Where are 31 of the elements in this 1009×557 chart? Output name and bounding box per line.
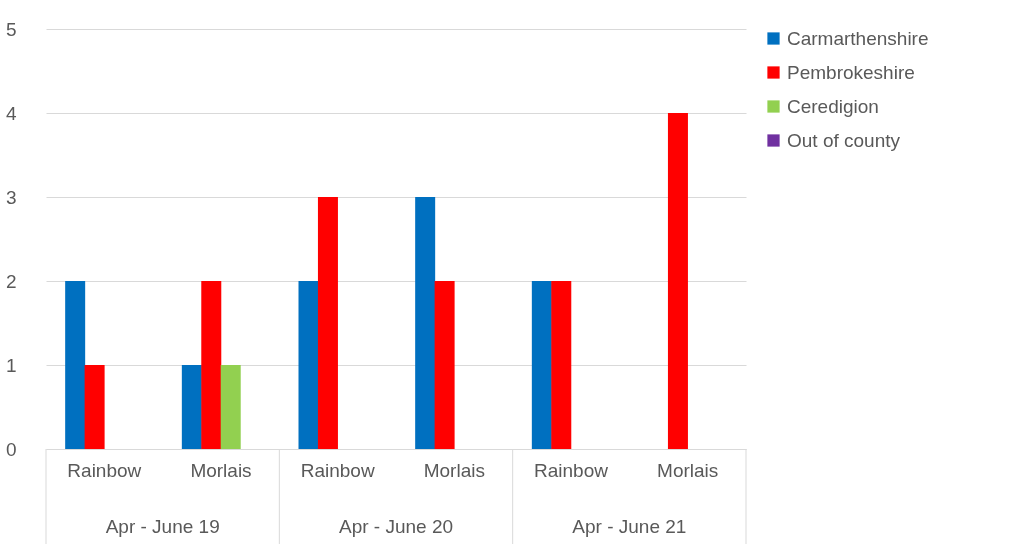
- bar: [667, 113, 688, 449]
- x-tick-label: Morlais: [190, 459, 252, 481]
- y-tick-label: 4: [5, 102, 17, 124]
- bar: [84, 365, 105, 449]
- bar: [65, 281, 86, 449]
- text: Apr - June 21: [572, 516, 687, 537]
- bar: [201, 281, 222, 449]
- text: Apr - June 19: [105, 516, 220, 537]
- legend-label: Out of county: [787, 129, 901, 151]
- x-tick-label: Morlais: [423, 459, 485, 481]
- y-tick-label: 0: [5, 438, 17, 460]
- y-tick-label: 1: [5, 354, 17, 376]
- x-tick-label: Rainbow: [534, 459, 609, 481]
- y-tick-label: 2: [5, 270, 17, 292]
- x-tick-label: Rainbow: [67, 459, 142, 481]
- legend-label: Carmarthenshire: [787, 27, 929, 49]
- bar: [551, 281, 572, 449]
- bar: [317, 197, 338, 449]
- legend-label: Pembrokeshire: [787, 61, 915, 83]
- x-tick-label: Morlais: [657, 459, 719, 481]
- legend-label: Ceredigion: [787, 95, 879, 117]
- bar: [220, 365, 241, 449]
- bar: [434, 281, 455, 449]
- text: Apr - June 20: [338, 516, 454, 537]
- bar: [181, 365, 202, 449]
- bar: [531, 281, 552, 449]
- bar: [298, 281, 319, 449]
- bar: [415, 197, 436, 449]
- y-tick-label: 5: [5, 18, 17, 40]
- y-tick-label: 3: [5, 186, 17, 208]
- x-tick-label: Rainbow: [300, 459, 375, 481]
